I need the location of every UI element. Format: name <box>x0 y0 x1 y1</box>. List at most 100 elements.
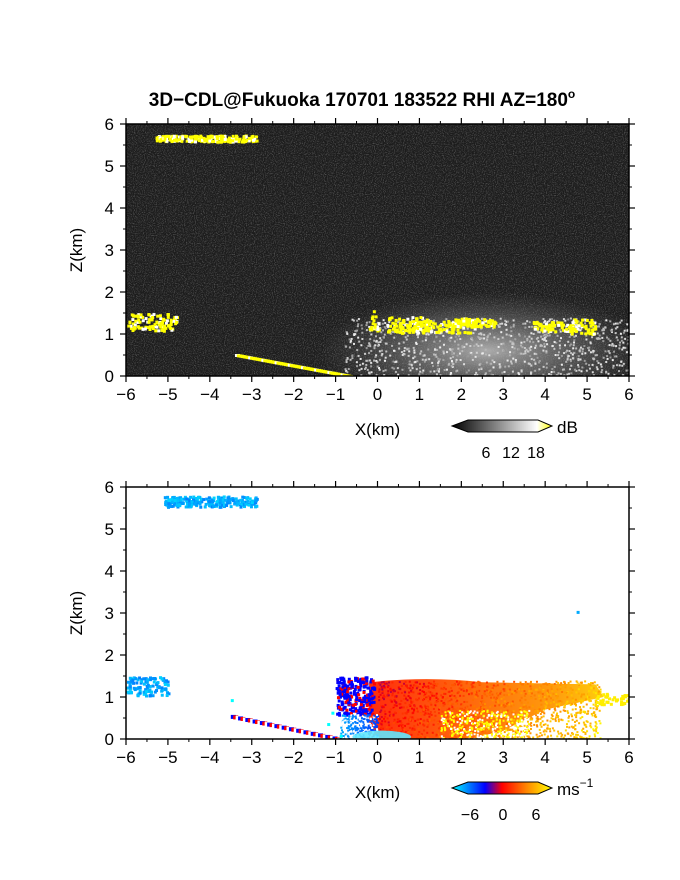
velocity-boundary-layer <box>503 731 506 734</box>
boundary-layer-speckle <box>570 364 573 367</box>
velocity-boundary-layer <box>406 687 409 690</box>
backscatter-boundary-layer-top <box>575 325 579 329</box>
backscatter-boundary-layer-top <box>494 321 498 325</box>
velocity-boundary-layer <box>476 711 479 714</box>
boundary-layer-speckle <box>522 352 525 355</box>
velocity-colorbar-unit: ms−1 <box>557 776 594 799</box>
velocity-boundary-layer <box>440 694 443 697</box>
boundary-layer-speckle <box>500 343 503 346</box>
boundary-layer-speckle <box>437 370 440 373</box>
velocity-boundary-layer <box>521 720 524 723</box>
backscatter-cloud-layer <box>167 134 171 138</box>
velocity-boundary-layer <box>347 717 350 720</box>
velocity-boundary-layer <box>520 696 523 699</box>
velocity-colorbar-bar <box>450 781 554 795</box>
velocity-boundary-layer <box>443 701 446 704</box>
backscatter-cloud <box>169 327 173 331</box>
velocity-boundary-layer <box>437 712 440 715</box>
velocity-boundary-layer <box>398 720 401 723</box>
velocity-boundary-layer <box>554 718 557 721</box>
boundary-layer-speckle <box>520 370 523 373</box>
backscatter-boundary-layer-top <box>545 325 549 329</box>
boundary-layer-speckle <box>524 326 527 329</box>
boundary-layer-speckle <box>383 333 386 336</box>
boundary-layer-speckle <box>368 325 371 328</box>
backscatter-cloud-layer <box>206 135 210 139</box>
boundary-layer-speckle <box>463 363 466 366</box>
backscatter-boundary-layer-top <box>430 324 434 328</box>
velocity-boundary-layer <box>598 709 601 712</box>
velocity-boundary-layer <box>388 710 391 713</box>
velocity-boundary-layer <box>545 682 548 685</box>
velocity-xtick-label: 5 <box>582 748 591 767</box>
backscatter-boundary-layer-top <box>533 327 537 331</box>
boundary-layer-speckle <box>520 369 523 372</box>
velocity-boundary-layer <box>485 706 488 709</box>
velocity-boundary-layer <box>506 733 509 736</box>
boundary-layer-speckle <box>605 319 608 322</box>
boundary-layer-speckle <box>621 348 624 351</box>
boundary-layer-speckle <box>373 345 376 348</box>
velocity-boundary-layer <box>566 700 569 703</box>
backscatter-boundary-layer-top <box>558 322 562 326</box>
velocity-boundary-layer <box>358 713 362 717</box>
boundary-layer-speckle <box>373 347 376 350</box>
velocity-boundary-layer <box>531 718 534 721</box>
boundary-layer-speckle <box>505 323 508 326</box>
velocity-boundary-layer <box>557 716 560 719</box>
velocity-boundary-layer <box>411 686 414 689</box>
velocity-boundary-layer <box>407 722 410 725</box>
velocity-boundary-layer <box>401 729 404 732</box>
velocity-boundary-layer <box>349 694 353 698</box>
velocity-cloud-layer <box>173 502 177 506</box>
velocity-cloud-layer <box>240 502 244 506</box>
boundary-layer-speckle <box>588 367 591 370</box>
velocity-boundary-layer <box>492 731 495 734</box>
velocity-boundary-layer <box>341 731 344 734</box>
backscatter-boundary-layer-top <box>411 320 415 324</box>
velocity-cloud-layer <box>242 501 246 505</box>
velocity-boundary-layer <box>593 681 596 684</box>
boundary-layer-speckle <box>391 344 394 347</box>
velocity-cloud <box>145 690 149 694</box>
velocity-boundary-layer <box>457 698 460 701</box>
velocity-boundary-layer <box>428 719 431 722</box>
velocity-boundary-layer <box>589 722 592 725</box>
velocity-boundary-layer <box>383 682 386 685</box>
velocity-boundary-layer <box>393 708 396 711</box>
velocity-cloud-layer <box>185 497 189 501</box>
velocity-boundary-layer <box>483 700 486 703</box>
velocity-boundary-layer <box>369 680 373 684</box>
velocity-boundary-layer <box>459 718 462 721</box>
velocity-boundary-layer <box>579 712 582 715</box>
boundary-layer-speckle <box>469 345 472 348</box>
velocity-boundary-layer <box>584 711 587 714</box>
velocity-boundary-layer <box>339 707 343 711</box>
velocity-boundary-layer <box>461 707 464 710</box>
velocity-boundary-layer <box>363 694 367 698</box>
backscatter-cloud-layer <box>212 139 216 143</box>
velocity-cloud <box>140 678 144 682</box>
boundary-layer-speckle <box>415 343 418 346</box>
velocity-cloud <box>166 680 170 684</box>
velocity-cloud-layer <box>205 497 209 501</box>
backscatter-boundary-layer-top <box>571 327 575 331</box>
boundary-layer-speckle <box>569 368 571 371</box>
boundary-layer-speckle <box>534 344 537 347</box>
boundary-layer-speckle <box>451 365 454 368</box>
velocity-boundary-layer <box>472 714 475 717</box>
velocity-boundary-layer <box>400 706 403 709</box>
backscatter-boundary-layer-top <box>551 320 555 324</box>
boundary-layer-speckle <box>497 338 500 341</box>
velocity-boundary-layer <box>488 693 491 696</box>
velocity-boundary-layer <box>371 729 374 732</box>
velocity-boundary-layer <box>370 692 374 696</box>
velocity-boundary-layer <box>369 689 373 693</box>
backscatter-boundary-layer-top <box>420 325 424 329</box>
boundary-layer-speckle <box>393 336 396 339</box>
velocity-boundary-layer <box>444 682 447 685</box>
boundary-layer-speckle <box>429 370 432 373</box>
backscatter-boundary-layer-top <box>483 318 487 322</box>
velocity-boundary-layer <box>427 685 430 688</box>
boundary-layer-speckle <box>440 331 443 334</box>
